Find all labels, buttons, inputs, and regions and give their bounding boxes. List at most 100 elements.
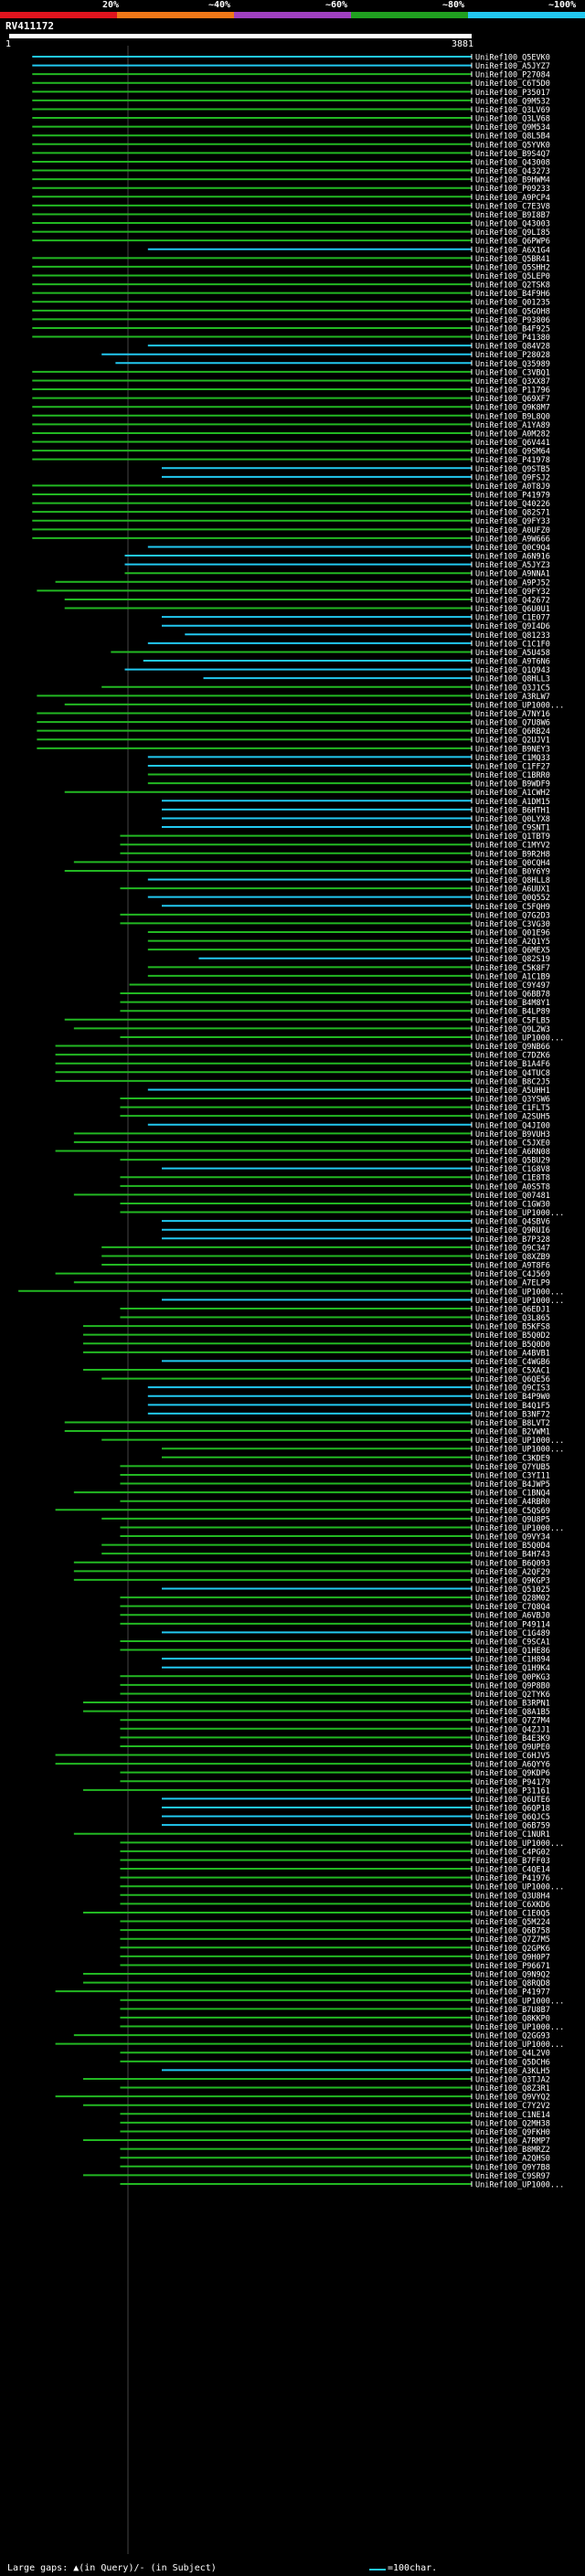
hit-label[interactable]: UniRef100_Q01235 bbox=[475, 299, 550, 308]
hit-label[interactable]: UniRef100_A1YA89 bbox=[475, 421, 550, 430]
hit-label[interactable]: UniRef100_C1FLT5 bbox=[475, 1104, 550, 1113]
hit-label[interactable]: UniRef100_A5JYZ7 bbox=[475, 62, 550, 71]
hit-label[interactable]: UniRef100_B5Q0D4 bbox=[475, 1542, 550, 1551]
hit-label[interactable]: UniRef100_Q6PWP6 bbox=[475, 238, 550, 247]
hit-label[interactable]: UniRef100_B5Q0D0 bbox=[475, 1341, 550, 1350]
hit-label[interactable]: UniRef100_UP1000... bbox=[475, 2180, 564, 2189]
hit-label[interactable]: UniRef100_A0S5T8 bbox=[475, 1182, 550, 1192]
hit-label[interactable]: UniRef100_C9SNT1 bbox=[475, 824, 550, 833]
hit-label[interactable]: UniRef100_A6VBJ0 bbox=[475, 1612, 550, 1621]
hit-label[interactable]: UniRef100_P94179 bbox=[475, 1778, 550, 1787]
hit-label[interactable]: UniRef100_C6T5D0 bbox=[475, 80, 550, 89]
hit-label[interactable]: UniRef100_Q9U8P5 bbox=[475, 1515, 550, 1524]
hit-label[interactable]: UniRef100_B7P328 bbox=[475, 1235, 550, 1245]
hit-label[interactable]: UniRef100_Q51025 bbox=[475, 1585, 550, 1595]
hit-label[interactable]: UniRef100_C1FF27 bbox=[475, 762, 550, 771]
hit-label[interactable]: UniRef100_Q9FY33 bbox=[475, 517, 550, 526]
hit-label[interactable]: UniRef100_P41979 bbox=[475, 492, 550, 501]
hit-label[interactable]: UniRef100_Q3U8H4 bbox=[475, 1892, 550, 1901]
hit-label[interactable]: UniRef100_Q8KKP0 bbox=[475, 2014, 550, 2023]
hit-label[interactable]: UniRef100_P35017 bbox=[475, 89, 550, 98]
hit-label[interactable]: UniRef100_B9R2H8 bbox=[475, 850, 550, 859]
hit-label[interactable]: UniRef100_Q9VYQ2 bbox=[475, 2094, 550, 2103]
hit-label[interactable]: UniRef100_A3RLW7 bbox=[475, 693, 550, 702]
hit-label[interactable]: UniRef100_B9VUH3 bbox=[475, 1130, 550, 1140]
hit-label[interactable]: UniRef100_Q9M532 bbox=[475, 97, 550, 106]
hit-label[interactable]: UniRef100_P93806 bbox=[475, 316, 550, 325]
hit-label[interactable]: UniRef100_Q9KGP3 bbox=[475, 1576, 550, 1585]
hit-label[interactable]: UniRef100_UP1000... bbox=[475, 1288, 564, 1297]
hit-label[interactable]: UniRef100_C1H894 bbox=[475, 1656, 550, 1665]
hit-label[interactable]: UniRef100_Q6QE56 bbox=[475, 1375, 550, 1384]
hit-label[interactable]: UniRef100_A3KLH5 bbox=[475, 2067, 550, 2076]
hit-label[interactable]: UniRef100_B3NF72 bbox=[475, 1410, 550, 1419]
hit-label[interactable]: UniRef100_Q4L2V0 bbox=[475, 2050, 550, 2059]
hit-label[interactable]: UniRef100_Q5DCH6 bbox=[475, 2058, 550, 2067]
hit-label[interactable]: UniRef100_B8MRZ2 bbox=[475, 2146, 550, 2155]
hit-label[interactable]: UniRef100_Q9C347 bbox=[475, 1244, 550, 1253]
hit-label[interactable]: UniRef100_C7DZK6 bbox=[475, 1052, 550, 1061]
hit-label[interactable]: UniRef100_Q6RB24 bbox=[475, 727, 550, 737]
hit-label[interactable]: UniRef100_C1E077 bbox=[475, 614, 550, 623]
hit-label[interactable]: UniRef100_A9T8F6 bbox=[475, 1262, 550, 1271]
hit-label[interactable]: UniRef100_Q9M534 bbox=[475, 123, 550, 133]
hit-label[interactable]: UniRef100_Q9SM64 bbox=[475, 448, 550, 457]
hit-label[interactable]: UniRef100_Q3YSW6 bbox=[475, 1096, 550, 1105]
hit-label[interactable]: UniRef100_Q3LV68 bbox=[475, 115, 550, 124]
hit-label[interactable]: UniRef100_C4PG02 bbox=[475, 1848, 550, 1857]
hit-label[interactable]: UniRef100_A5U458 bbox=[475, 649, 550, 658]
hit-label[interactable]: UniRef100_Q0C9Q4 bbox=[475, 544, 550, 553]
hit-label[interactable]: UniRef100_C5QS69 bbox=[475, 1507, 550, 1516]
hit-label[interactable]: UniRef100_B6HTH1 bbox=[475, 806, 550, 815]
hit-label[interactable]: UniRef100_A0T8J9 bbox=[475, 482, 550, 492]
hit-label[interactable]: UniRef100_C7E3V8 bbox=[475, 202, 550, 211]
hit-label[interactable]: UniRef100_Q6B758 bbox=[475, 1927, 550, 1936]
hit-label[interactable]: UniRef100_Q5SHH2 bbox=[475, 263, 550, 272]
hit-label[interactable]: UniRef100_Q3TJA2 bbox=[475, 2075, 550, 2084]
hit-label[interactable]: UniRef100_B9HWM4 bbox=[475, 176, 550, 186]
hit-label[interactable]: UniRef100_Q6B759 bbox=[475, 1822, 550, 1831]
hit-label[interactable]: UniRef100_Q28M02 bbox=[475, 1595, 550, 1604]
hit-label[interactable]: UniRef100_A6UUX1 bbox=[475, 885, 550, 895]
hit-label[interactable]: UniRef100_Q43273 bbox=[475, 167, 550, 176]
hit-label[interactable]: UniRef100_Q3LV69 bbox=[475, 106, 550, 115]
hit-label[interactable]: UniRef100_Q2UJV1 bbox=[475, 737, 550, 746]
hit-label[interactable]: UniRef100_B7U8B7 bbox=[475, 2006, 550, 2015]
hit-label[interactable]: UniRef100_Q7YUB5 bbox=[475, 1463, 550, 1472]
hit-label[interactable]: UniRef100_Q6QP18 bbox=[475, 1805, 550, 1814]
hit-label[interactable]: UniRef100_Q6EDJ1 bbox=[475, 1305, 550, 1314]
hit-label[interactable]: UniRef100_A9T6N6 bbox=[475, 658, 550, 667]
hit-label[interactable]: UniRef100_B1A4F6 bbox=[475, 1060, 550, 1069]
hit-label[interactable]: UniRef100_C3KDE9 bbox=[475, 1454, 550, 1463]
hit-label[interactable]: UniRef100_C7Y2V2 bbox=[475, 2102, 550, 2111]
hit-label[interactable]: UniRef100_Q9RUI6 bbox=[475, 1226, 550, 1235]
hit-label[interactable]: UniRef100_Q8A1B5 bbox=[475, 1708, 550, 1717]
hit-label[interactable]: UniRef100_C9Y497 bbox=[475, 981, 550, 991]
hit-label[interactable]: UniRef100_Q9N9Q2 bbox=[475, 1971, 550, 1980]
hit-label[interactable]: UniRef100_A2QF29 bbox=[475, 1568, 550, 1577]
hit-label[interactable]: UniRef100_Q1Q943 bbox=[475, 666, 550, 675]
hit-label[interactable]: UniRef100_B9NEY3 bbox=[475, 745, 550, 754]
hit-label[interactable]: UniRef100_Q0PKG3 bbox=[475, 1673, 550, 1682]
hit-label[interactable]: UniRef100_Q1HE86 bbox=[475, 1647, 550, 1656]
hit-label[interactable]: UniRef100_A2SUH5 bbox=[475, 1113, 550, 1122]
hit-label[interactable]: UniRef100_C5JXE0 bbox=[475, 1139, 550, 1148]
hit-label[interactable]: UniRef100_C4WGB6 bbox=[475, 1358, 550, 1367]
hit-label[interactable]: UniRef100_Q3J1C5 bbox=[475, 684, 550, 693]
hit-label[interactable]: UniRef100_Q9L2W3 bbox=[475, 1025, 550, 1034]
hit-label[interactable]: UniRef100_P31161 bbox=[475, 1786, 550, 1796]
hit-label[interactable]: UniRef100_A7NY16 bbox=[475, 710, 550, 719]
hit-label[interactable]: UniRef100_B9WDF9 bbox=[475, 780, 550, 790]
hit-label[interactable]: UniRef100_UP1000... bbox=[475, 1436, 564, 1446]
hit-label[interactable]: UniRef100_Q5M224 bbox=[475, 1918, 550, 1927]
hit-label[interactable]: UniRef100_B4M8Y1 bbox=[475, 999, 550, 1008]
hit-label[interactable]: UniRef100_C1G8V8 bbox=[475, 1165, 550, 1174]
hit-label[interactable]: UniRef100_C5FLB5 bbox=[475, 1016, 550, 1025]
hit-label[interactable]: UniRef100_A7ELP9 bbox=[475, 1279, 550, 1288]
hit-label[interactable]: UniRef100_Q2TSK8 bbox=[475, 281, 550, 291]
hit-label[interactable]: UniRef100_Q2GPK6 bbox=[475, 1945, 550, 1954]
hit-label[interactable]: UniRef100_Q9H0P7 bbox=[475, 1953, 550, 1962]
hit-label[interactable]: UniRef100_C7Q8Q4 bbox=[475, 1603, 550, 1612]
hit-label[interactable]: UniRef100_Q5GOH8 bbox=[475, 307, 550, 316]
hit-label[interactable]: UniRef100_A4RBR0 bbox=[475, 1498, 550, 1507]
